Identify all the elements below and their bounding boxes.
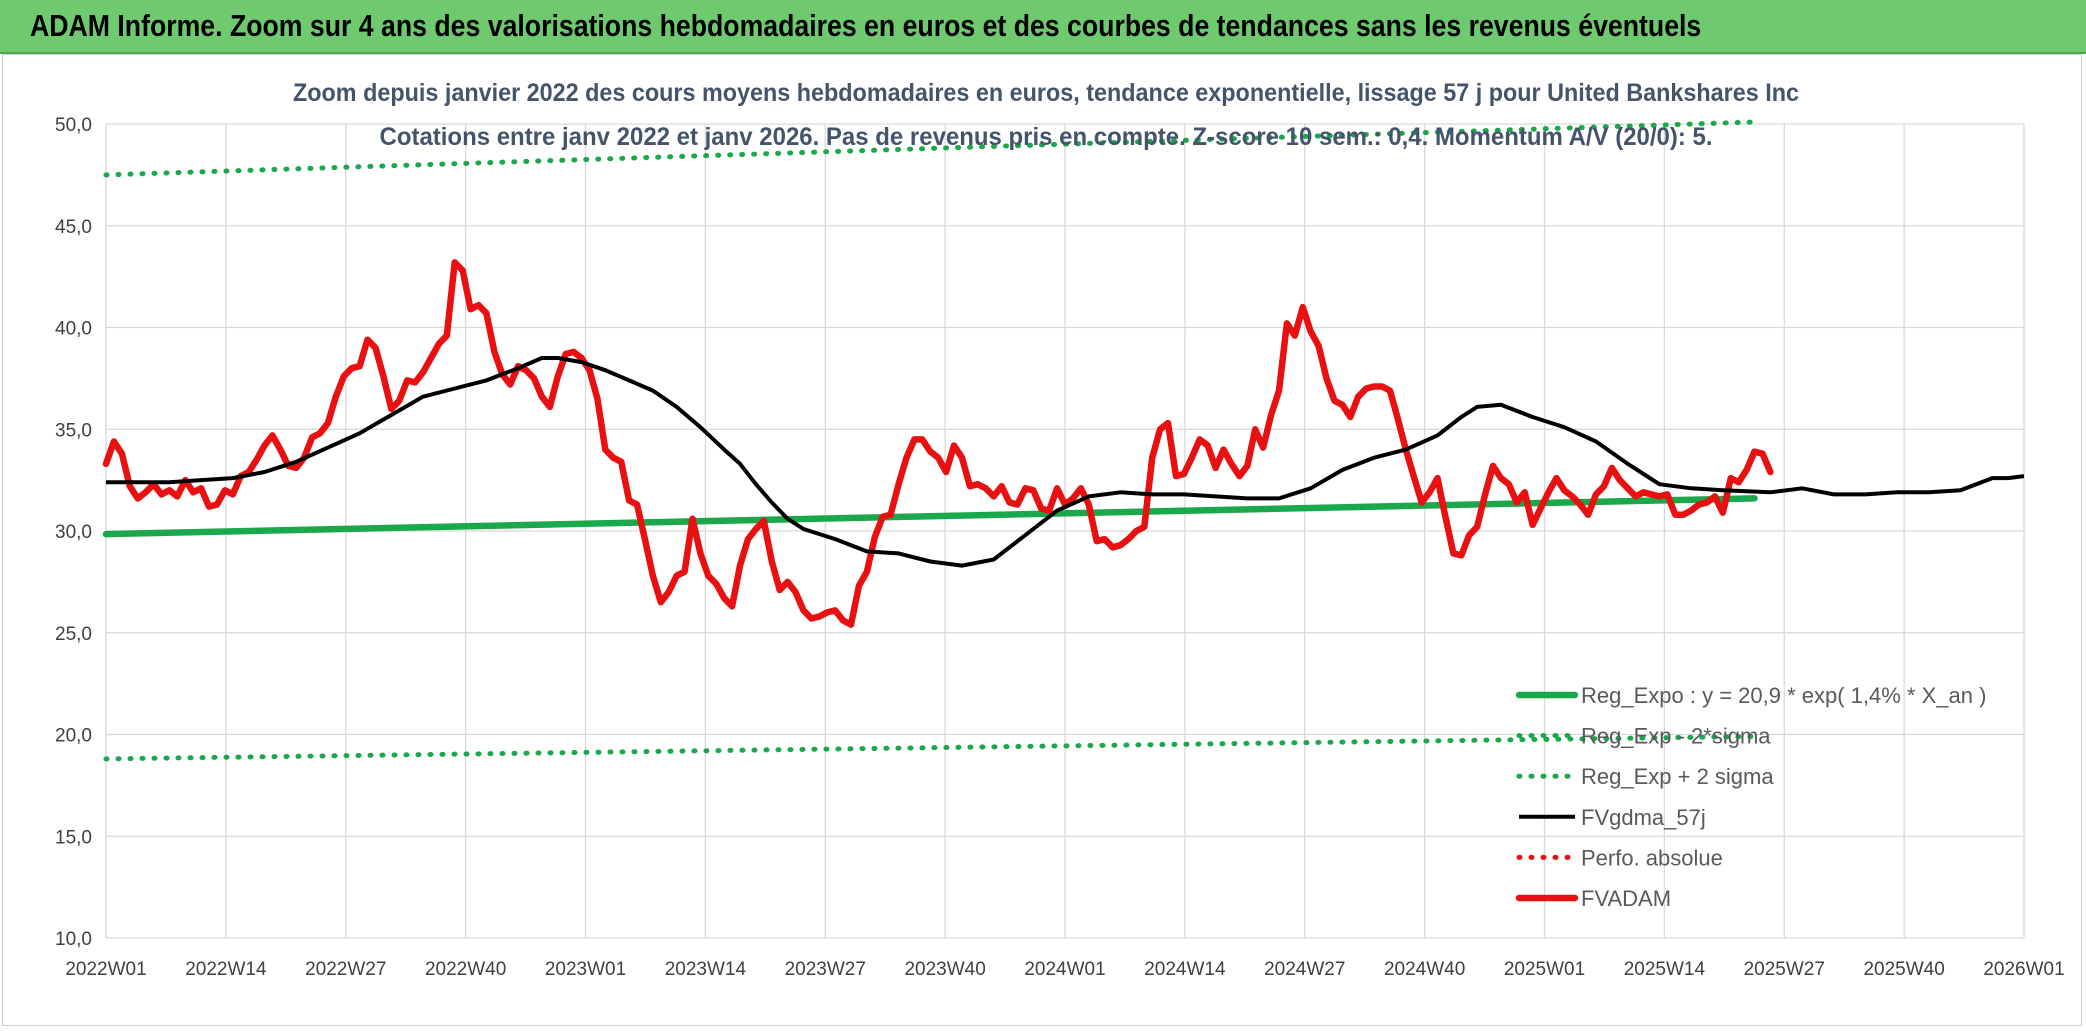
legend-label-1: Reg_Exp - 2*sigma — [1581, 724, 1771, 749]
x-tick-label: 2025W01 — [1504, 959, 1585, 980]
x-tick-label: 2026W01 — [1983, 959, 2064, 980]
x-tick-label: 2022W40 — [425, 959, 506, 980]
y-tick-label: 30,0 — [55, 522, 92, 543]
banner: ADAM Informe. Zoom sur 4 ans des valoris… — [0, 0, 2086, 54]
legend-label-2: Reg_Exp + 2 sigma — [1581, 764, 1774, 789]
x-tick-label: 2024W40 — [1384, 959, 1465, 980]
line-chart: 10,0 15,0 20,0 25,0 30,0 35,0 40,0 45,0 50,0 202… — [55, 79, 2065, 980]
series-line-0 — [102, 495, 1758, 538]
x-tick-label: 2023W27 — [785, 959, 866, 980]
x-tick-label: 2025W27 — [1744, 959, 1825, 980]
y-tick-label: 15,0 — [55, 827, 92, 848]
y-tick-label: 25,0 — [55, 624, 92, 645]
legend-label-3: FVgdma_57j — [1581, 805, 1706, 830]
chart-subtitle: Cotations entre janv 2022 et janv 2026. … — [380, 123, 1713, 151]
series-layer — [102, 119, 2025, 762]
chart-frame: 10,0 15,0 20,0 25,0 30,0 35,0 40,0 45,0 50,0 202… — [2, 54, 2082, 1026]
legend-label-0: Reg_Expo : y = 20,9 * exp( 1,4% * X_an ) — [1581, 683, 1986, 708]
x-tick-label: 2023W01 — [545, 959, 626, 980]
y-tick-label: 40,0 — [55, 319, 92, 340]
series-line-3 — [106, 356, 2025, 568]
chart-title: Zoom depuis janvier 2022 des cours moyen… — [293, 79, 1799, 107]
x-tick-label: 2023W40 — [904, 959, 985, 980]
x-tick-label: 2022W01 — [65, 959, 146, 980]
y-tick-label: 10,0 — [55, 929, 92, 950]
x-tick-label: 2024W01 — [1024, 959, 1105, 980]
y-tick-label: 45,0 — [55, 217, 92, 238]
series-line-1 — [103, 734, 1757, 762]
y-tick-label: 50,0 — [55, 115, 92, 136]
y-axis-ticks: 10,0 15,0 20,0 25,0 30,0 35,0 40,0 45,0 50,0 — [55, 115, 92, 950]
x-tick-label: 2022W14 — [185, 959, 267, 980]
x-axis-ticks: 2022W01 2022W14 2022W27 2022W40 2023W01 2023W… — [65, 959, 2064, 980]
legend: Reg_Expo : y = 20,9 * exp( 1,4% * X_an )… — [1515, 683, 1986, 911]
x-tick-label: 2024W14 — [1144, 959, 1226, 980]
series-line-2 — [103, 119, 1757, 178]
x-tick-label: 2025W14 — [1624, 959, 1706, 980]
legend-label-5: FVADAM — [1581, 886, 1671, 911]
gridlines — [105, 123, 2025, 939]
x-tick-label: 2023W14 — [665, 959, 747, 980]
legend-label-4: Perfo. absolue — [1581, 845, 1723, 870]
banner-title: ADAM Informe. Zoom sur 4 ans des valoris… — [30, 8, 1702, 43]
x-tick-label: 2022W27 — [305, 959, 386, 980]
y-tick-label: 20,0 — [55, 726, 92, 747]
x-tick-label: 2024W27 — [1264, 959, 1345, 980]
y-tick-label: 35,0 — [55, 420, 92, 441]
series-line-5 — [102, 259, 1774, 628]
x-tick-label: 2025W40 — [1863, 959, 1944, 980]
